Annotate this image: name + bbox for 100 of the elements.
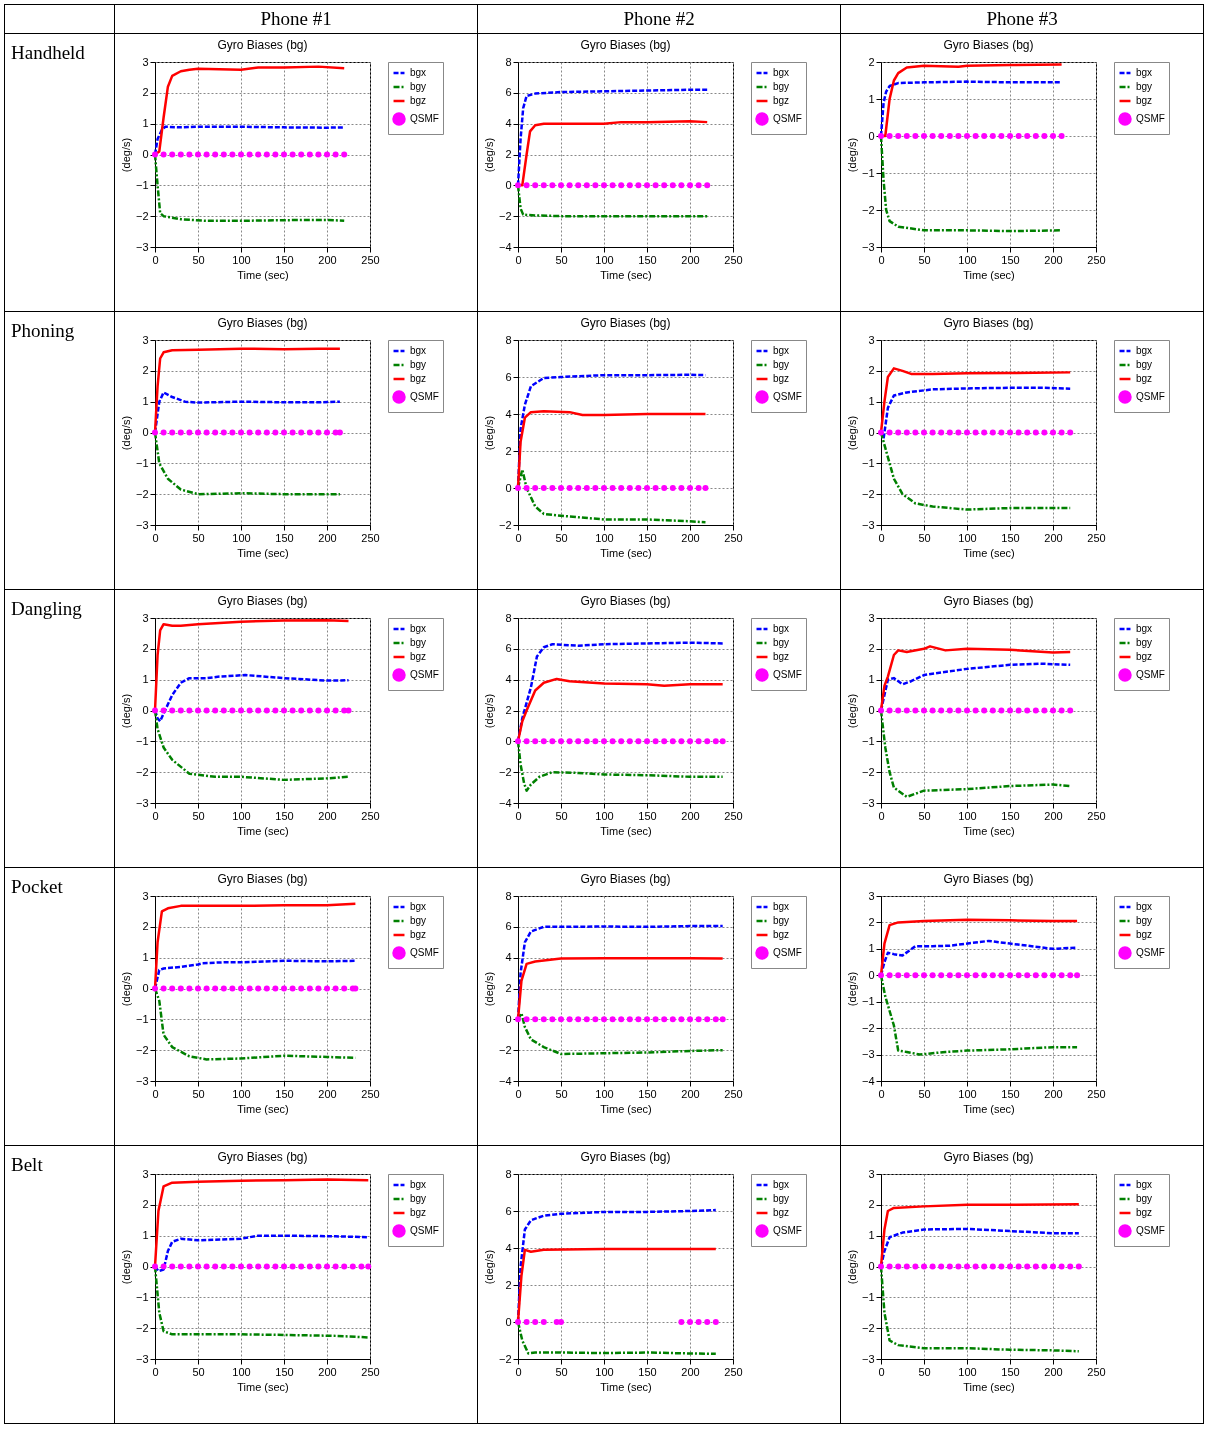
y-tick-label: 3 <box>868 333 875 346</box>
y-tick-label: 0 <box>142 1260 149 1272</box>
y-axis-title: (deg/s) <box>482 693 495 729</box>
x-tick-label: 100 <box>958 1087 977 1100</box>
legend-label: QSMF <box>410 391 439 402</box>
y-tick-label: 4 <box>505 673 512 686</box>
x-tick-label: 150 <box>275 809 294 822</box>
x-tick-label: 0 <box>152 1087 159 1100</box>
x-tick-label: 250 <box>361 809 380 822</box>
y-tick-label: 1 <box>868 942 875 955</box>
x-tick-label: 50 <box>555 253 568 266</box>
legend-label: bgx <box>773 623 790 634</box>
x-tick-label: 50 <box>555 809 568 822</box>
x-tick-label: 100 <box>958 1365 977 1378</box>
y-tick-label: −2 <box>498 765 512 778</box>
legend-label: bgx <box>1136 345 1153 356</box>
legend-label: QSMF <box>773 391 802 402</box>
x-tick-label: 250 <box>724 809 743 822</box>
y-tick-label: 2 <box>142 86 149 99</box>
y-tick-label: 3 <box>142 55 149 68</box>
x-tick-label: 50 <box>555 1087 568 1100</box>
legend-label: bgz <box>773 1207 790 1218</box>
x-axis-title: Time (sec) <box>963 824 1015 837</box>
x-tick-label: 100 <box>958 253 977 266</box>
legend-label: bgz <box>773 651 790 662</box>
x-tick-label: 150 <box>275 253 294 266</box>
y-tick-label: −1 <box>135 1012 149 1025</box>
legend-label: bgx <box>1136 67 1153 78</box>
y-tick-label: −2 <box>135 209 149 222</box>
x-tick-label: 100 <box>595 1087 614 1100</box>
x-tick-label: 0 <box>878 809 885 822</box>
y-tick-label: −3 <box>861 1352 875 1365</box>
y-tick-label: 1 <box>142 673 149 686</box>
legend-label: bgy <box>1136 81 1153 92</box>
legend-label: bgy <box>773 359 790 370</box>
y-tick-label: −4 <box>498 240 512 253</box>
x-axis-title: Time (sec) <box>963 1102 1015 1115</box>
y-axis-title: (deg/s) <box>482 137 495 173</box>
y-tick-label: 8 <box>505 333 512 346</box>
y-axis-title: (deg/s) <box>845 415 858 451</box>
y-tick-label: −1 <box>135 1290 149 1303</box>
x-tick-label: 250 <box>361 253 380 266</box>
text: Phone #2 <box>477 4 841 34</box>
y-tick-label: 1 <box>868 1229 875 1242</box>
y-tick-label: −2 <box>861 765 875 778</box>
chart-title: Gyro Biases (bg) <box>580 38 671 52</box>
y-tick-label: 6 <box>505 920 512 933</box>
legend-label: QSMF <box>1136 669 1165 680</box>
x-tick-label: 100 <box>232 809 251 822</box>
chart-title: Gyro Biases (bg) <box>580 316 671 330</box>
y-tick-label: 2 <box>142 364 149 377</box>
y-tick-label: −3 <box>861 518 875 531</box>
y-tick-label: 3 <box>868 889 875 902</box>
legend-label: bgy <box>773 81 790 92</box>
x-tick-label: 0 <box>152 809 159 822</box>
legend-label: bgy <box>1136 637 1153 648</box>
x-tick-label: 200 <box>318 1365 337 1378</box>
y-tick-label: −2 <box>498 209 512 222</box>
y-tick-label: −1 <box>861 995 875 1008</box>
legend-label: bgx <box>773 901 790 912</box>
legend-label: QSMF <box>773 1225 802 1236</box>
legend-label: bgz <box>1136 373 1153 384</box>
x-tick-label: 0 <box>878 1087 885 1100</box>
legend-label: bgx <box>410 1179 427 1190</box>
y-tick-label: 3 <box>142 333 149 346</box>
x-tick-label: 0 <box>152 253 159 266</box>
y-tick-label: 0 <box>868 129 875 142</box>
x-tick-label: 150 <box>638 253 657 266</box>
y-tick-label: 6 <box>505 642 512 655</box>
legend-label: bgz <box>773 929 790 940</box>
x-tick-label: 0 <box>878 1365 885 1378</box>
x-tick-label: 0 <box>152 531 159 544</box>
x-tick-label: 0 <box>515 809 522 822</box>
x-tick-label: 50 <box>192 809 205 822</box>
legend-label: bgz <box>410 1207 427 1218</box>
legend-label: bgz <box>410 373 427 384</box>
x-axis-title: Time (sec) <box>600 824 652 837</box>
y-tick-label: 0 <box>868 704 875 716</box>
legend-label: bgz <box>773 373 790 384</box>
legend-label: QSMF <box>410 1225 439 1236</box>
y-tick-label: −1 <box>135 734 149 747</box>
x-tick-label: 0 <box>515 1087 522 1100</box>
y-tick-label: 1 <box>142 117 149 130</box>
x-tick-label: 50 <box>918 253 931 266</box>
x-tick-label: 200 <box>318 1087 337 1100</box>
chart-title: Gyro Biases (bg) <box>217 38 308 52</box>
x-axis-title: Time (sec) <box>600 546 652 559</box>
x-tick-label: 100 <box>595 253 614 266</box>
legend-label: bgz <box>410 929 427 940</box>
y-tick-label: 6 <box>505 86 512 99</box>
y-tick-label: 2 <box>142 920 149 933</box>
y-tick-label: 0 <box>142 982 149 994</box>
legend-label: bgy <box>773 637 790 648</box>
y-tick-label: −2 <box>861 1321 875 1334</box>
chart-title: Gyro Biases (bg) <box>580 1150 671 1164</box>
y-tick-label: 2 <box>505 1278 512 1291</box>
legend-label: QSMF <box>1136 947 1165 958</box>
y-tick-label: −4 <box>861 1074 875 1087</box>
y-tick-label: 0 <box>142 148 149 160</box>
x-tick-label: 50 <box>918 1087 931 1100</box>
